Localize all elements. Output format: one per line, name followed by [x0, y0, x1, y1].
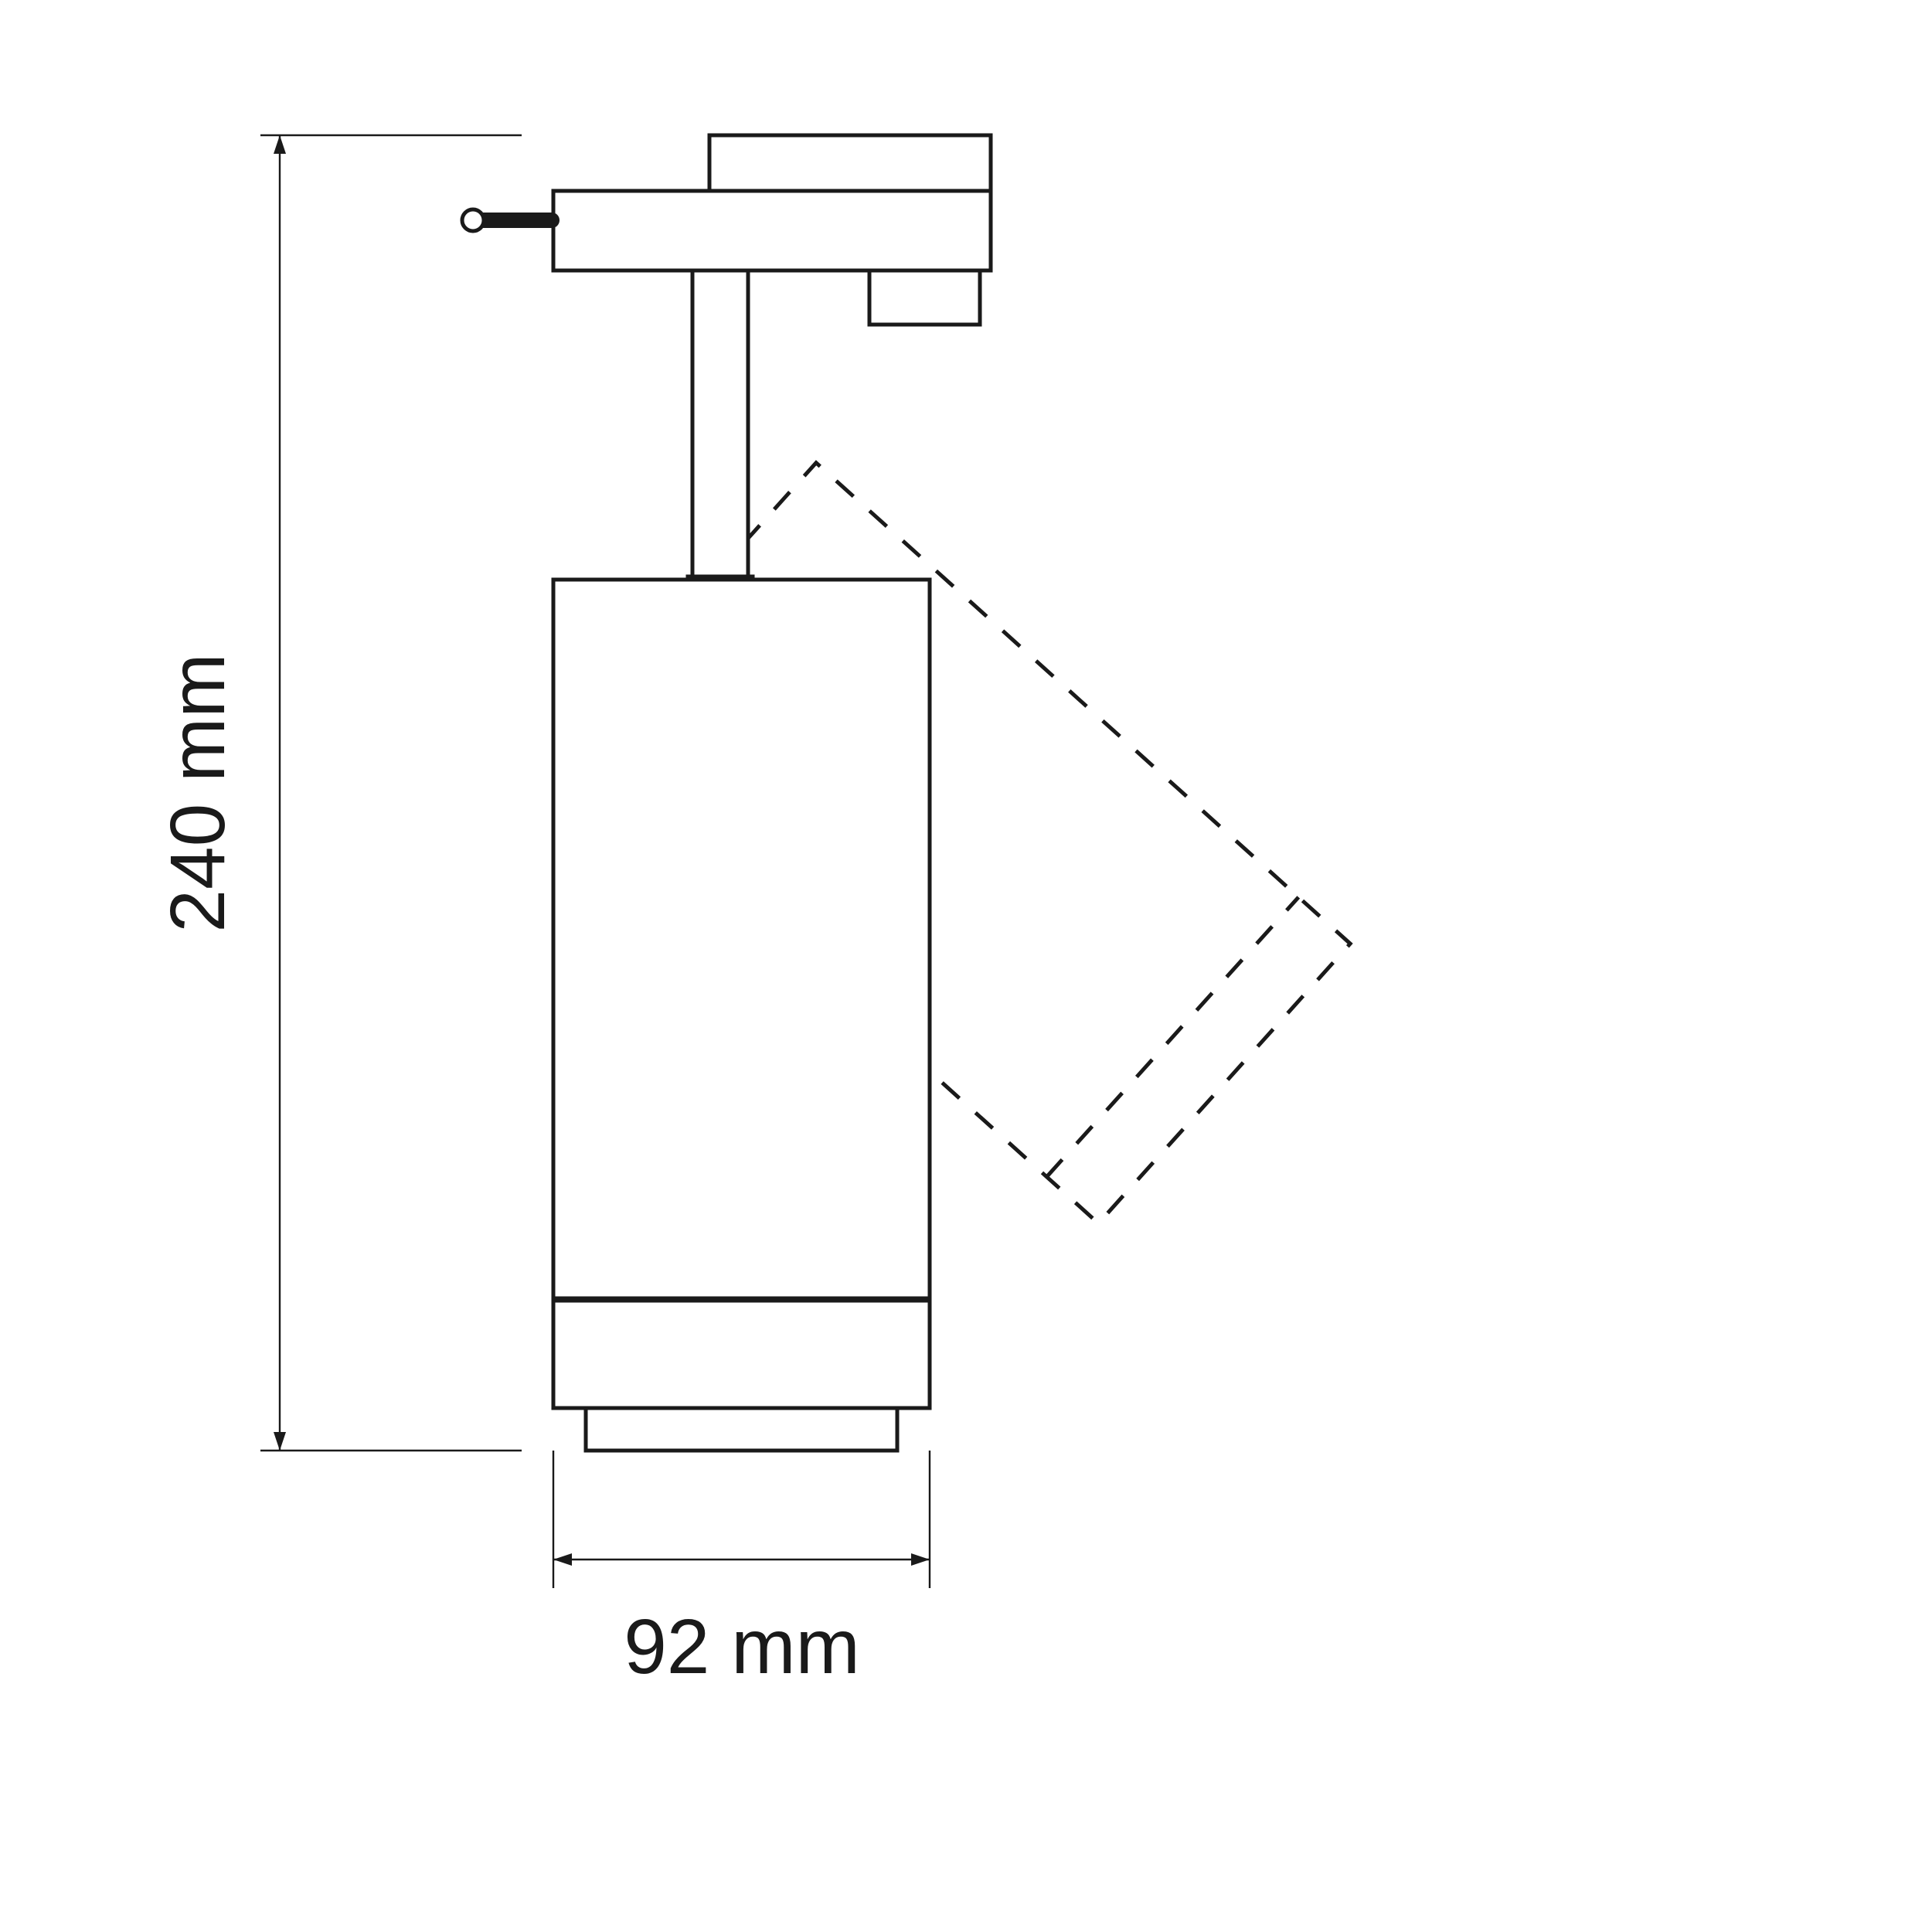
dim-height-arrow-bot	[274, 1432, 286, 1451]
lamp-band	[553, 1301, 930, 1408]
dim-height-arrow-top	[274, 135, 286, 154]
dim-width-arrow-left	[553, 1553, 572, 1566]
adapter-top-bar	[709, 135, 991, 191]
adapter-pin-head	[462, 209, 484, 231]
dim-width-arrow-right	[911, 1553, 930, 1566]
dim-width-label: 92 mm	[624, 1604, 860, 1690]
dim-height-label: 240 mm	[155, 653, 241, 932]
adapter-body	[553, 191, 991, 270]
lamp-cap	[586, 1408, 897, 1451]
lamp-body	[553, 580, 930, 1298]
stem	[692, 270, 748, 577]
adapter-drop	[869, 270, 980, 325]
